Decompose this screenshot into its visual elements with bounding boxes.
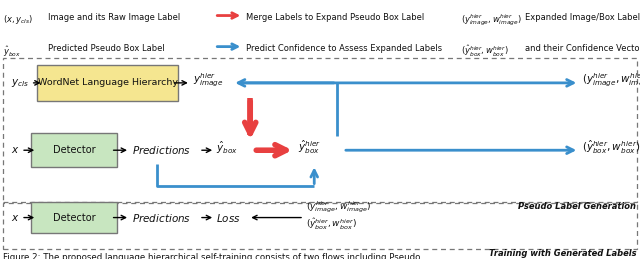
Text: Detector: Detector <box>52 145 95 155</box>
Text: $(x, y_{cls})$: $(x, y_{cls})$ <box>3 13 33 26</box>
FancyBboxPatch shape <box>31 202 117 233</box>
Text: WordNet Language Hierarchy: WordNet Language Hierarchy <box>38 78 177 87</box>
Text: Predicted Pseudo Box Label: Predicted Pseudo Box Label <box>48 44 164 53</box>
FancyBboxPatch shape <box>37 65 178 101</box>
FancyBboxPatch shape <box>31 133 117 167</box>
Text: $Loss$: $Loss$ <box>216 212 241 224</box>
Text: $(\hat{y}^{hier}_{box}, w^{hier}_{box})$: $(\hat{y}^{hier}_{box}, w^{hier}_{box})$ <box>582 139 640 156</box>
Text: Pseudo Label Generation: Pseudo Label Generation <box>518 202 636 211</box>
Text: $(\hat{y}^{hier}_{box}, w^{hier}_{box})$: $(\hat{y}^{hier}_{box}, w^{hier}_{box})$ <box>461 44 508 59</box>
Text: Detector: Detector <box>52 213 95 222</box>
Text: Merge Labels to Expand Pseudo Box Label: Merge Labels to Expand Pseudo Box Label <box>246 13 425 22</box>
Text: $Predictions$: $Predictions$ <box>132 212 191 224</box>
Text: $\hat{y}_{box}$: $\hat{y}_{box}$ <box>3 44 21 59</box>
Text: $x$: $x$ <box>11 213 19 222</box>
Text: and their Confidence Vectors: and their Confidence Vectors <box>525 44 640 53</box>
Text: $Predictions$: $Predictions$ <box>132 144 191 156</box>
Text: $\hat{y}_{box}$: $\hat{y}_{box}$ <box>216 140 238 156</box>
Text: Predict Confidence to Assess Expanded Labels: Predict Confidence to Assess Expanded La… <box>246 44 442 53</box>
Text: Expanded Image/Box Labels: Expanded Image/Box Labels <box>525 13 640 22</box>
Text: $(y^{hier}_{image}, w^{hier}_{image})$: $(y^{hier}_{image}, w^{hier}_{image})$ <box>306 199 371 215</box>
Text: Figure 2: The proposed language hierarchical self-training consists of two flows: Figure 2: The proposed language hierarch… <box>3 253 420 259</box>
Text: Image and its Raw Image Label: Image and its Raw Image Label <box>48 13 180 22</box>
Text: $y^{hier}_{image}$: $y^{hier}_{image}$ <box>193 71 223 89</box>
Text: $(y^{hier}_{image}, w^{hier}_{image})$: $(y^{hier}_{image}, w^{hier}_{image})$ <box>582 71 640 89</box>
Text: $\hat{y}^{hier}_{box}$: $\hat{y}^{hier}_{box}$ <box>298 139 321 156</box>
Text: $(y^{hier}_{image}, w^{hier}_{image})$: $(y^{hier}_{image}, w^{hier}_{image})$ <box>461 13 522 28</box>
Text: $x$: $x$ <box>11 145 19 155</box>
Text: Training with Generated Labels: Training with Generated Labels <box>488 249 636 258</box>
Text: $y_{cls}$: $y_{cls}$ <box>11 77 29 89</box>
Text: $(\hat{y}^{hier}_{box}, w^{hier}_{box})$: $(\hat{y}^{hier}_{box}, w^{hier}_{box})$ <box>306 217 357 232</box>
